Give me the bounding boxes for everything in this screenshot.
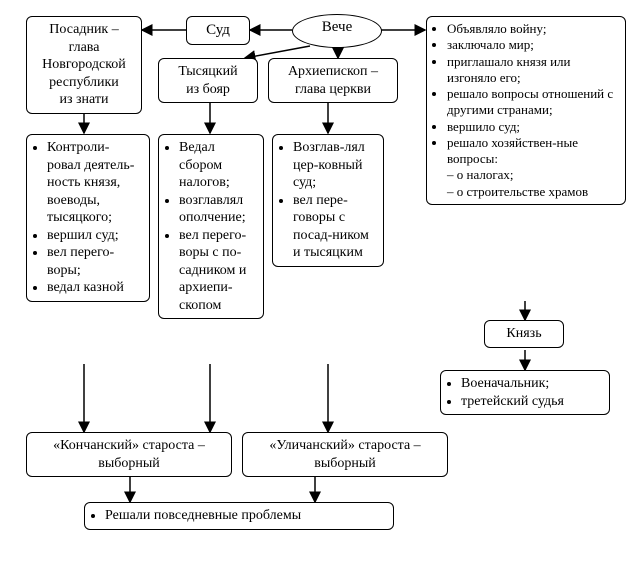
- node-veche: Вече: [292, 14, 382, 48]
- t: из бояр: [186, 82, 230, 97]
- li: о налогах;: [447, 167, 619, 183]
- t: республики: [49, 75, 119, 90]
- li: Контроли-ровал деятель-ность князя, воев…: [47, 139, 143, 227]
- node-posadnik-funcs: Контроли-ровал деятель-ность князя, воев…: [26, 134, 150, 302]
- t: Вече: [322, 19, 353, 35]
- t: из знати: [59, 92, 108, 107]
- node-ulichan: «Уличанский» староста – выборный: [242, 432, 448, 477]
- node-posadnik: Посадник – глава Новгородской республики…: [26, 16, 142, 114]
- li: вел перего-воры с по-садником и архиепи-…: [179, 227, 257, 315]
- li: решало вопросы отношений с другими стран…: [447, 86, 619, 119]
- li: вел пере-говоры с посад-ником и тысяцким: [293, 192, 377, 262]
- node-tysyatsky-funcs: Ведал сбором налогов; возглавлял ополчен…: [158, 134, 264, 319]
- node-archbishop-funcs: Возглав-лял цер-ковный суд; вел пере-гов…: [272, 134, 384, 267]
- node-archbishop: Архиепископ – глава церкви: [268, 58, 398, 103]
- li: третейский судья: [461, 393, 603, 411]
- node-problems: Решали повседневные проблемы: [84, 502, 394, 530]
- li: Решали повседневные проблемы: [105, 507, 387, 525]
- li: решало хозяйствен-ные вопросы:: [447, 135, 619, 168]
- node-konchan: «Кончанский» староста – выборный: [26, 432, 232, 477]
- t: «Кончанский» староста –: [53, 438, 205, 453]
- t: Тысяцкий: [178, 64, 237, 79]
- t: выборный: [314, 456, 376, 471]
- node-knyaz-funcs: Военачальник; третейский судья: [440, 370, 610, 415]
- li: Ведал сбором налогов;: [179, 139, 257, 192]
- li: приглашало князя или изгоняло его;: [447, 54, 619, 87]
- li: вершило суд;: [447, 119, 619, 135]
- t: Посадник –: [49, 22, 118, 37]
- node-tysyatsky: Тысяцкий из бояр: [158, 58, 258, 103]
- t: Князь: [506, 326, 541, 341]
- node-sud: Суд: [186, 16, 250, 45]
- li: ведал казной: [47, 279, 143, 297]
- li: Объявляло войну;: [447, 21, 619, 37]
- t: глава церкви: [295, 82, 371, 97]
- t: «Уличанский» староста –: [269, 438, 420, 453]
- li: Военачальник;: [461, 375, 603, 393]
- t: глава: [69, 40, 100, 55]
- node-veche-funcs: Объявляло войну; заключало мир; приглаша…: [426, 16, 626, 205]
- li: возглавлял ополчение;: [179, 192, 257, 227]
- li: вел перего-воры;: [47, 244, 143, 279]
- li: вершил суд;: [47, 227, 143, 245]
- t: Новгородской: [42, 57, 126, 72]
- t: Суд: [206, 22, 230, 38]
- li: о строительстве храмов: [447, 184, 619, 200]
- t: выборный: [98, 456, 160, 471]
- node-knyaz: Князь: [484, 320, 564, 348]
- li: заключало мир;: [447, 37, 619, 53]
- t: Архиепископ –: [288, 64, 378, 79]
- li: Возглав-лял цер-ковный суд;: [293, 139, 377, 192]
